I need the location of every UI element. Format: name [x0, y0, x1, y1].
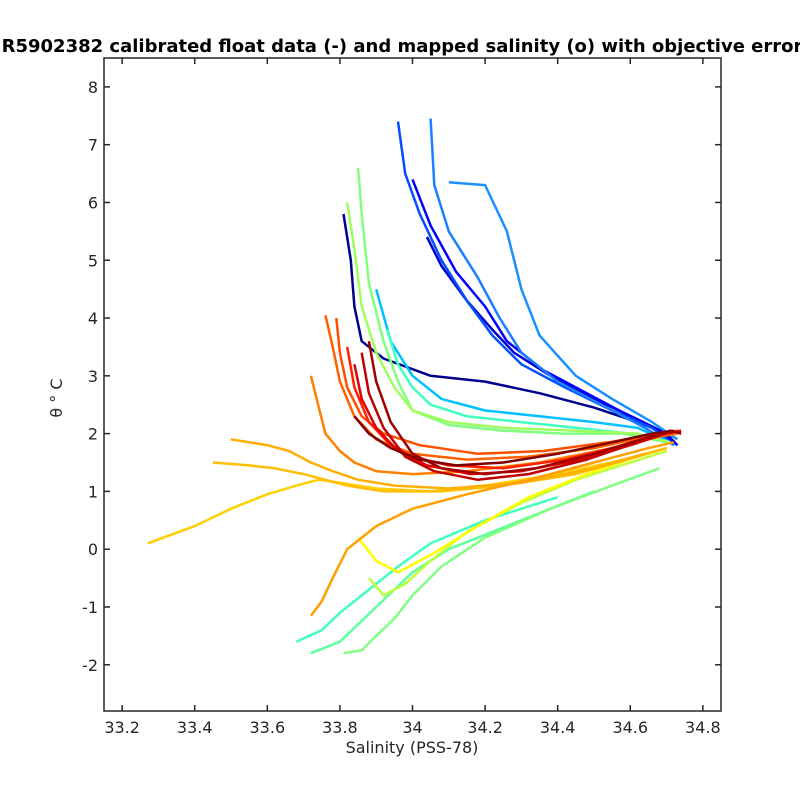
series-line-17: [212, 446, 667, 493]
x-tick-label-2: 33.4: [177, 718, 213, 737]
x-tick-label-9: 34.8: [685, 718, 721, 737]
series-line-27: [353, 415, 674, 467]
y-axis-label: θ ° C: [47, 378, 66, 417]
x-tick-label-8: 34.6: [612, 718, 648, 737]
series-line-19: [309, 441, 675, 617]
plot-area: 33.2 33.4 33.6 33.8 34 34.2 34.4 34.6 34.8 8 7 6 5 4…: [82, 57, 722, 737]
series-line-26: [367, 340, 682, 476]
y-tick-label-1: 8: [88, 78, 98, 97]
y-tick-label-3: 6: [88, 193, 98, 212]
y-tick-label-2: 7: [88, 136, 98, 155]
y-tick-label-8: 1: [88, 482, 98, 501]
series-line-18: [230, 438, 646, 490]
series-line-7: [374, 288, 671, 444]
series-line-2: [425, 236, 679, 447]
series-line-13: [343, 467, 660, 655]
x-tick-label-6: 34.2: [467, 718, 503, 737]
y-tick-label-7: 2: [88, 425, 98, 444]
y-tick-label-9: 0: [88, 540, 98, 559]
y-axis: 8 7 6 5 4 3 2 1 0 -1 -2: [82, 78, 721, 675]
y-tick-label-11: -2: [82, 656, 98, 675]
x-axis: 33.2 33.4 33.6 33.8 34 34.2 34.4 34.6 34.8: [104, 58, 721, 737]
series-line-11: [295, 496, 559, 643]
series-line-5: [429, 118, 675, 447]
y-tick-label-6: 3: [88, 367, 98, 386]
x-tick-label-3: 33.6: [250, 718, 286, 737]
y-tick-label-5: 4: [88, 309, 98, 328]
y-tick-label-10: -1: [82, 598, 98, 617]
x-tick-label-1: 33.2: [104, 718, 140, 737]
axes-background: [104, 58, 721, 711]
x-axis-label: Salinity (PSS-78): [346, 738, 479, 757]
series-line-6: [448, 180, 679, 441]
series-line-10: [345, 202, 671, 444]
chart-title: R5902382 calibrated float data (-) and m…: [2, 36, 800, 57]
series-group: [147, 118, 682, 655]
y-tick-label-4: 5: [88, 251, 98, 270]
x-tick-label-4: 33.8: [322, 718, 358, 737]
x-tick-label-5: 34: [402, 718, 422, 737]
x-tick-label-7: 34.4: [540, 718, 576, 737]
